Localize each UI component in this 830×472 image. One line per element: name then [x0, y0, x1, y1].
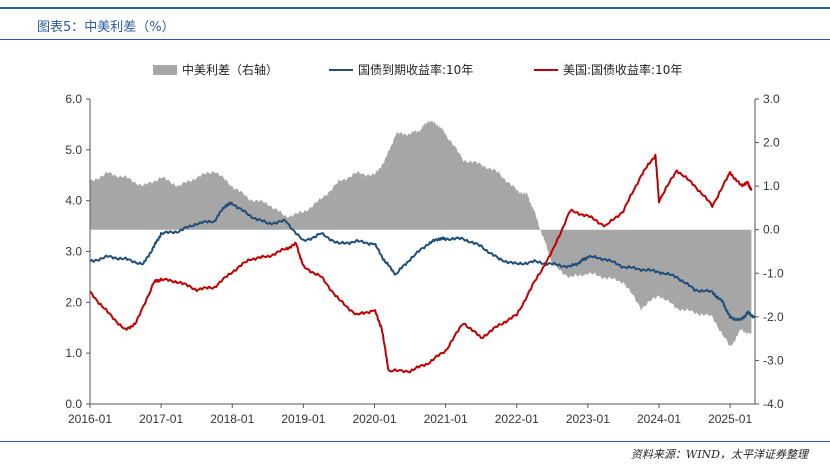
- series-line-cn-10y: [89, 201, 756, 322]
- right-tick-label: -4.0: [763, 397, 784, 411]
- figure-title: 图表5：中美利差（%）: [37, 20, 175, 35]
- left-tick-label: 4.0: [65, 194, 82, 208]
- top-rule: [0, 7, 830, 9]
- legend-label: 国债到期收益率:10年: [358, 62, 473, 77]
- right-tick-label: -1.0: [763, 266, 784, 280]
- x-tick-label: 2025-01: [708, 412, 752, 426]
- x-tick-label: 2023-01: [566, 412, 610, 426]
- line-layer: [89, 153, 756, 374]
- left-tick-label: 1.0: [65, 346, 82, 360]
- left-tick-label: 5.0: [65, 143, 82, 157]
- x-tick-label: 2016-01: [68, 412, 112, 426]
- axes: 0.0 1.0 2.0 3.0 4.0 5.0 6.0 -4.0 -3.0 -2.0 -1.0 0.0…: [65, 92, 784, 426]
- x-tick-label: 2021-01: [424, 412, 468, 426]
- left-tick-label: 2.0: [65, 295, 82, 309]
- source-note: 资料来源：WIND，太平洋证券整理: [630, 448, 808, 461]
- x-tick-label: 2019-01: [281, 412, 325, 426]
- series-line-us-10y: [89, 153, 753, 374]
- legend: 中美利差（右轴） 国债到期收益率:10年 美国:国债收益率:10年: [153, 62, 682, 77]
- x-tick-label: 2022-01: [495, 412, 539, 426]
- right-tick-label: 0.0: [763, 223, 780, 237]
- bottom-rule: [0, 441, 830, 442]
- right-tick-label: 3.0: [763, 92, 780, 106]
- legend-label: 中美利差（右轴）: [182, 62, 278, 77]
- right-tick-label: -3.0: [763, 353, 784, 367]
- title-rule: [0, 39, 830, 40]
- x-tick-label: 2020-01: [352, 412, 396, 426]
- x-tick-label: 2017-01: [139, 412, 183, 426]
- right-tick-label: 2.0: [763, 136, 780, 150]
- left-tick-label: 6.0: [65, 92, 82, 106]
- chart-svg: 中美利差（右轴） 国债到期收益率:10年 美国:国债收益率:10年 0.0 1.0 2.…: [65, 62, 784, 426]
- x-tick-label: 2018-01: [210, 412, 254, 426]
- x-tick-label: 2024-01: [637, 412, 681, 426]
- right-tick-label: 1.0: [763, 179, 780, 193]
- right-tick-label: -2.0: [763, 310, 784, 324]
- left-tick-label: 3.0: [65, 245, 82, 259]
- spread-area-layer: [90, 120, 752, 346]
- legend-label: 美国:国债收益率:10年: [563, 62, 682, 77]
- legend-swatch-spread: [153, 65, 177, 75]
- left-tick-label: 0.0: [65, 397, 82, 411]
- series-area-spread: [90, 120, 752, 346]
